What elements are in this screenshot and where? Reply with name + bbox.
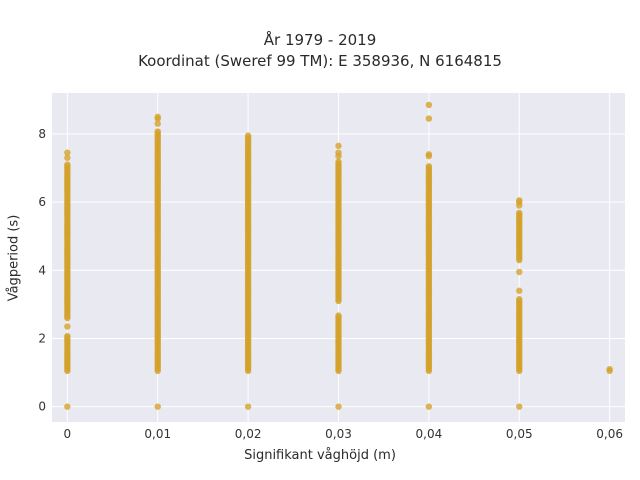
y-tick-label: 0 — [38, 400, 46, 414]
data-point — [154, 113, 161, 121]
data-point — [335, 158, 342, 166]
data-points — [64, 101, 613, 410]
data-point — [516, 197, 523, 204]
data-point — [64, 149, 71, 156]
data-point — [64, 154, 71, 161]
data-point — [335, 142, 342, 150]
data-point — [64, 323, 71, 330]
x-tick-label: 0,04 — [416, 427, 443, 441]
data-point — [64, 161, 71, 168]
data-point — [516, 287, 523, 294]
data-point — [154, 403, 161, 410]
data-point — [516, 403, 523, 410]
y-axis-title: Vågperiod (s) — [6, 214, 22, 302]
data-point — [425, 151, 433, 158]
data-point — [244, 132, 252, 139]
y-tick-label: 8 — [38, 127, 46, 141]
data-point — [425, 101, 433, 109]
data-point — [64, 332, 71, 340]
chart-title: År 1979 - 2019 — [263, 31, 377, 49]
x-tick-label: 0,02 — [235, 427, 262, 441]
x-tick-label: 0 — [64, 427, 72, 441]
x-axis-title: Signifikant våghöjd (m) — [244, 448, 396, 463]
chart-subtitle: Koordinat (Sweref 99 TM): E 358936, N 61… — [138, 52, 502, 70]
data-point — [425, 163, 433, 170]
data-point — [425, 115, 433, 122]
data-point — [335, 403, 342, 410]
data-point — [64, 403, 71, 410]
y-tick-label: 6 — [38, 195, 46, 209]
data-point — [244, 403, 252, 410]
y-tick-labels: 0 2 4 6 8 — [38, 127, 46, 414]
data-point — [606, 365, 613, 373]
data-point — [516, 268, 523, 276]
x-tick-label: 0,01 — [144, 427, 171, 441]
data-point — [516, 296, 523, 303]
data-point — [335, 149, 342, 156]
x-tick-label: 0,03 — [325, 427, 352, 441]
data-point — [425, 403, 433, 410]
x-tick-labels: 0 0,01 0,02 0,03 0,04 0,05 0,06 — [64, 427, 623, 441]
x-tick-label: 0,06 — [596, 427, 623, 441]
x-tick-label: 0,05 — [506, 427, 533, 441]
data-point — [516, 209, 523, 217]
y-tick-label: 4 — [38, 263, 46, 277]
y-tick-label: 2 — [38, 331, 46, 345]
data-point — [335, 312, 342, 319]
data-point — [154, 120, 161, 127]
data-point — [154, 128, 161, 135]
